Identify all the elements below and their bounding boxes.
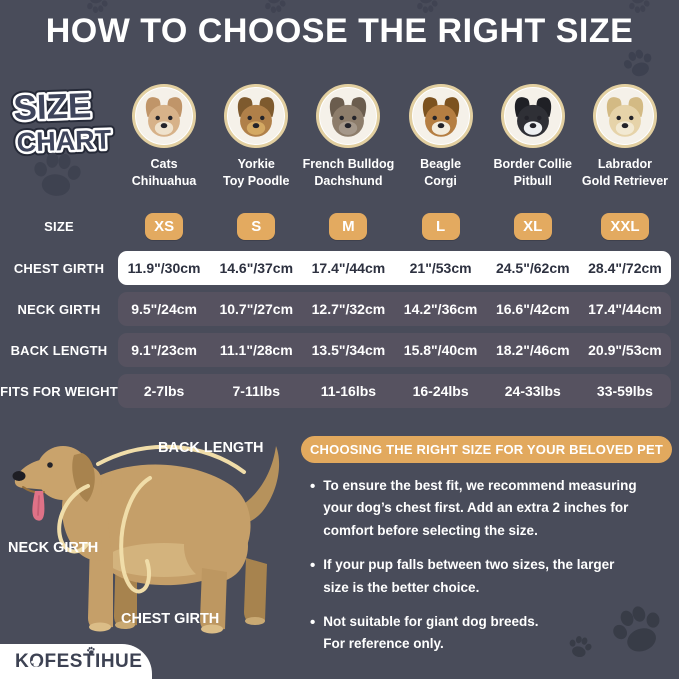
back-length-label: BACK LENGTH [158,440,264,456]
breed-label: French Bulldog Dachshund [302,157,395,188]
chest-girth-label: CHEST GIRTH [121,611,220,627]
svg-text:SIZE: SIZE [13,86,92,128]
dog-face-icon [596,87,654,145]
dog-eye [47,462,53,468]
sizing-tips-panel: CHOOSING THE RIGHT SIZE FOR YOUR BELOVED… [301,436,672,668]
tip-item: If your pup falls between two sizes, the… [301,554,672,599]
dog-nose [12,471,26,481]
size-chart-wordmark: SIZE SIZE SIZE CHART CHART CHART [8,82,116,162]
table-cell: 11.9"/30cm [127,260,201,276]
tip-item: To ensure the best fit, we recommend mea… [301,475,672,542]
size-badge-l: L [421,212,460,241]
table-row-neck-girth: NECK GIRTH 9.5"/24cm 10.7"/27cm 12.7"/32… [0,292,671,326]
neck-girth-loop [57,484,90,554]
back-length-arc [96,444,246,474]
row-label-fits-for-weight: FITS FOR WEIGHT [0,383,118,399]
border-collie-photo [500,84,565,148]
row-label-chest-girth: CHEST GIRTH [13,260,105,276]
table-cell: 2-7lbs [143,383,185,399]
breed-label: Cats Chihuahua [131,157,197,188]
size-badge-s: S [237,212,276,241]
table-cell: 9.5"/24cm [131,301,197,317]
breed-col-french-bulldog: French Bulldog Dachshund [302,84,394,189]
row-label-size: SIZE [44,219,74,234]
table-cell: 18.2"/46cm [495,342,570,358]
labrador-photo [592,84,657,148]
dog-face-icon [319,87,377,145]
table-cell: 10.7"/27cm [219,301,294,317]
breed-col-beagle: Beagle Corgi [395,84,487,189]
size-badge-m: M [329,212,368,241]
breed-col-border-collie: Border Collie Pitbull [487,84,579,189]
size-badges: XS S M L XL XXL [118,212,671,241]
french-bulldog-photo [316,84,381,148]
dog-face-icon [227,87,285,145]
table-row-back-length: BACK LENGTH 9.1"/23cm 11.1"/28cm 13.5"/3… [0,333,671,367]
table-cell: 28.4"/72cm [588,260,662,276]
table-row-fits-for-weight: FITS FOR WEIGHT 2-7lbs 7-11lbs 11-16lbs … [0,374,671,408]
neck-girth-label: NECK GIRTH [8,540,99,556]
beagle-photo [408,84,473,148]
brand-logo: KOFESTIHUE [0,644,152,679]
table-cell: 24.5"/62cm [495,260,570,276]
brand-name: KOFESTIHUE [15,650,143,672]
measurement-lines [57,444,246,594]
table-cell: 7-11lbs [232,383,280,399]
chihuahua-photo [132,84,197,148]
dog-face-icon [135,87,193,145]
table-row-size: SIZE XS S M L XL XXL [0,212,671,241]
size-badge-xl: XL [513,212,552,241]
table-cell: 16.6"/42cm [495,301,570,317]
breed-row: Cats Chihuahua Yorkie Toy Poodle French Bu… [118,84,671,189]
table-cell: 17.4"/44cm [588,301,662,317]
table-row-chest-girth: CHEST GIRTH 11.9"/30cm 14.6"/37cm 17.4"/… [0,251,671,285]
tip-item: Not suitable for giant dog breeds. For r… [301,611,672,656]
table-cell: 21"/53cm [409,260,472,276]
dog-face-icon [504,87,562,145]
table-cell: 16-24lbs [412,383,469,399]
row-label-back-length: BACK LENGTH [10,342,108,358]
table-cell: 13.5"/34cm [311,342,386,358]
svg-text:CHART: CHART [16,124,112,157]
dog-measurement-diagram [6,428,306,643]
breed-label: Beagle Corgi [420,157,462,188]
page-title: HOW TO CHOOSE THE RIGHT SIZE [45,12,634,50]
breed-label: Labrador Gold Retriever [581,157,669,188]
table-cell: 14.6"/37cm [219,260,294,276]
breed-col-yorkie: Yorkie Toy Poodle [210,84,302,189]
breed-col-labrador: Labrador Gold Retriever [579,84,671,189]
table-cell: 15.8"/40cm [403,342,478,358]
yorkie-photo [224,84,289,148]
dog-face-icon [412,87,470,145]
table-cell: 12.7"/32cm [311,301,386,317]
chest-girth-loop [119,476,152,594]
table-cell: 20.9"/53cm [588,342,662,358]
svg-text:SIZE: SIZE [13,86,92,128]
breed-col-chihuahua: Cats Chihuahua [118,84,210,189]
table-cell: 14.2"/36cm [403,301,478,317]
breed-label: Yorkie Toy Poodle [223,157,290,188]
table-cell: 11-16lbs [320,383,377,399]
tips-header: CHOOSING THE RIGHT SIZE FOR YOUR BELOVED… [301,436,672,463]
size-table: SIZE XS S M L XL XXL CHEST GIRTH 11.9"/3… [0,212,671,415]
dog-illustration [12,444,280,634]
breed-label: Border Collie Pitbull [493,157,573,188]
size-badge-xs: XS [145,212,184,241]
table-cell: 9.1"/23cm [131,342,197,358]
table-cell: 11.1"/28cm [219,342,293,358]
size-badge-xxl: XXL [601,212,649,241]
row-label-neck-girth: NECK GIRTH [17,301,101,317]
svg-text:SIZE: SIZE [13,86,92,128]
table-cell: 17.4"/44cm [311,260,386,276]
table-cell: 33-59lbs [596,383,653,399]
table-cell: 24-33lbs [504,383,561,399]
tips-list: To ensure the best fit, we recommend mea… [301,475,672,656]
